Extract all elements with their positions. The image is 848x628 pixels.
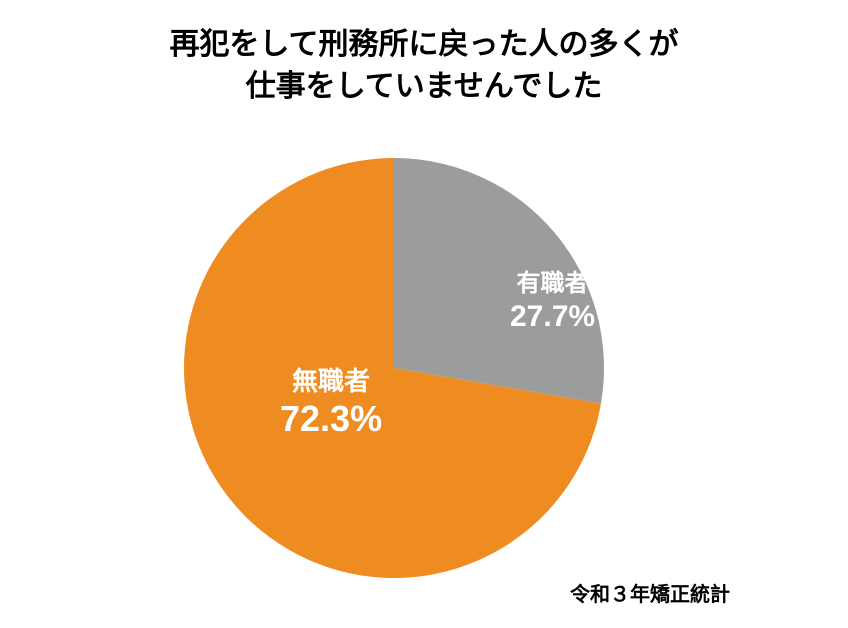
title-line2: 仕事をしていませんでした bbox=[246, 70, 603, 103]
chart-title: 再犯をして刑務所に戻った人の多くが 仕事をしていませんでした bbox=[0, 0, 848, 108]
title-line1: 再犯をして刑務所に戻った人の多くが bbox=[169, 28, 678, 61]
slice-label-name: 無職者 bbox=[280, 366, 382, 397]
slice-label-value: 27.7% bbox=[510, 299, 595, 335]
slice-label-無職者: 無職者72.3% bbox=[280, 366, 382, 440]
slice-label-name: 有職者 bbox=[510, 270, 595, 299]
pie-chart-container: 有職者27.7% 無職者72.3% 令和３年矯正統計 bbox=[0, 108, 848, 608]
source-attribution: 令和３年矯正統計 bbox=[570, 578, 730, 607]
slice-label-value: 72.3% bbox=[280, 397, 382, 440]
pie-chart bbox=[0, 108, 848, 628]
slice-label-有職者: 有職者27.7% bbox=[510, 270, 595, 335]
